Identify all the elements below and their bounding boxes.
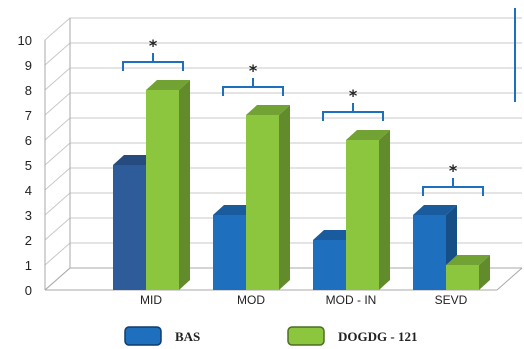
y-tick-label: 6 xyxy=(25,133,32,148)
significance-star: * xyxy=(449,161,458,180)
floor-right-edge xyxy=(496,267,523,291)
legend-swatch xyxy=(124,326,162,346)
y-axis-ticks: 0 1 2 3 4 5 6 7 8 9 10 xyxy=(18,33,32,298)
y-tick-label: 5 xyxy=(25,158,32,173)
significance-bracket xyxy=(322,103,384,121)
x-category-label: MID xyxy=(140,293,162,307)
grid-line xyxy=(44,17,522,41)
x-category-label: MOD xyxy=(237,293,265,307)
y-tick-label: 8 xyxy=(25,83,32,98)
significance-star: * xyxy=(349,86,358,105)
significance-star: * xyxy=(149,36,158,55)
x-axis-categories: MID MOD MOD - IN SEVD xyxy=(140,293,468,307)
y-tick-label: 7 xyxy=(25,108,32,123)
significance-star: * xyxy=(249,61,258,80)
bar-dogdg-1 xyxy=(246,105,290,290)
y-tick-label: 4 xyxy=(25,183,32,198)
significance-bracket xyxy=(422,178,484,196)
legend-item-1: DOGDG - 121 xyxy=(287,326,417,346)
bar-dogdg-3 xyxy=(446,255,490,290)
y-tick-label: 1 xyxy=(25,258,32,273)
legend-label: DOGDG - 121 xyxy=(338,329,417,344)
y-tick-label: 10 xyxy=(18,33,32,48)
y-tick-label: 2 xyxy=(25,233,32,248)
legend-item-0: BAS xyxy=(124,326,200,346)
bar-dogdg-0 xyxy=(146,80,190,290)
y-tick-label: 9 xyxy=(25,58,32,73)
legend-swatch xyxy=(287,326,325,346)
legend-label: BAS xyxy=(175,329,200,344)
bar-dogdg-2 xyxy=(346,130,390,290)
significance-bracket xyxy=(222,78,284,96)
x-category-label: SEVD xyxy=(435,293,468,307)
y-tick-label: 3 xyxy=(25,208,32,223)
significance-annotations: * * * * xyxy=(122,36,484,196)
bars xyxy=(113,80,490,290)
legend: BAS DOGDG - 121 xyxy=(124,326,417,346)
y-tick-label: 0 xyxy=(25,283,32,298)
x-category-label: MOD - IN xyxy=(326,293,377,307)
grid-line xyxy=(44,42,522,66)
significance-bracket xyxy=(122,53,184,71)
